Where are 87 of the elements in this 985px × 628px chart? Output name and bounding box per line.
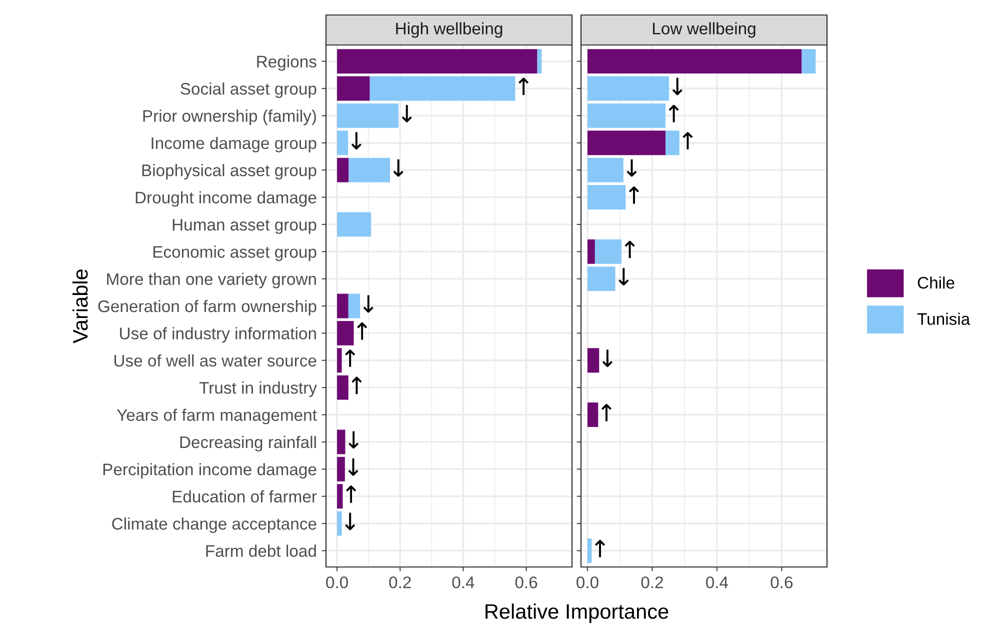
annotation: ↑ <box>357 322 368 340</box>
annotation: ↓ <box>393 159 404 177</box>
annotation: ↑ <box>624 240 635 258</box>
annotation: ↑ <box>668 104 679 122</box>
bar <box>587 103 666 128</box>
annotation: ↓ <box>602 350 612 367</box>
y-tick-label: Education of farmer <box>172 490 317 503</box>
y-tick-label: Economic asset group <box>153 246 316 262</box>
annotation: ↓ <box>618 268 629 286</box>
bar <box>587 266 616 292</box>
bar <box>337 130 348 156</box>
bar <box>802 49 816 74</box>
y-tick-label: Human asset group <box>172 219 316 234</box>
annotation: ↓ <box>348 431 359 449</box>
bar <box>587 348 600 373</box>
bar <box>348 294 360 318</box>
y-tick-label: Regions <box>257 55 316 71</box>
annotation: ↑ <box>594 540 606 558</box>
bar <box>337 511 342 536</box>
x-tick-label: 0.6 <box>770 576 793 588</box>
legend-label: Tunisia <box>917 312 970 325</box>
bar <box>587 158 624 182</box>
y-tick-label: Social asset group <box>180 82 316 98</box>
bar <box>348 158 390 182</box>
bar <box>337 212 372 237</box>
annotation: ↓ <box>402 104 412 122</box>
x-tick-label: 0.4 <box>706 576 728 588</box>
x-tick-label: 0.0 <box>576 576 598 588</box>
annotation: ↑ <box>352 376 362 394</box>
annotation: ↓ <box>345 512 356 530</box>
bar <box>337 103 399 128</box>
bar <box>337 49 538 74</box>
bar <box>337 456 345 482</box>
bar <box>337 348 342 373</box>
annotation: ↓ <box>363 295 374 313</box>
y-tick-label: Biophysical asset group <box>142 164 316 180</box>
x-tick-label: 0.0 <box>326 576 348 588</box>
bar <box>665 130 680 156</box>
x-axis-title: Relative Importance <box>486 604 668 623</box>
bar <box>587 538 592 563</box>
y-tick-label: Climate change acceptance <box>112 517 316 533</box>
bar <box>337 430 346 454</box>
y-tick-label: Farm debt load <box>206 544 316 557</box>
y-tick-label: Use of industry information <box>120 327 316 343</box>
y-tick-label: More than one variety grown <box>107 272 316 288</box>
bar <box>587 49 802 74</box>
annotation: ↑ <box>518 78 529 96</box>
y-axis-title: Variable <box>72 269 88 344</box>
y-tick-label: Years of farm management <box>116 408 317 424</box>
annotation: ↓ <box>672 78 682 96</box>
annotation: ↓ <box>348 458 358 476</box>
y-tick-label: Income damage group <box>152 136 316 152</box>
annotation: ↓ <box>351 132 362 150</box>
x-tick-label: 0.2 <box>641 576 663 588</box>
y-tick-label: Generation of farm ownership <box>98 300 316 316</box>
bar <box>337 320 354 346</box>
y-tick-label: Prior ownership (family) <box>143 110 316 126</box>
bar <box>587 239 595 264</box>
bar <box>337 375 348 400</box>
bar <box>337 484 343 509</box>
x-tick-label: 0.2 <box>389 576 411 588</box>
y-tick-label: Percipitation income damage <box>103 463 316 479</box>
chart-title: Low wellbeing <box>653 22 756 38</box>
bar <box>370 76 516 101</box>
y-tick-label: Decreasing rainfall <box>180 436 316 452</box>
bar <box>337 76 370 101</box>
y-tick-label: Drought income damage <box>136 191 316 207</box>
x-tick-label: 0.4 <box>452 576 474 588</box>
annotation: ↑ <box>601 404 612 422</box>
annotation: ↑ <box>682 132 693 150</box>
chart-title: High wellbeing <box>396 22 502 38</box>
bar <box>587 185 626 210</box>
bar <box>587 130 666 156</box>
x-tick-label: 0.6 <box>515 576 538 588</box>
annotation: ↑ <box>628 186 640 204</box>
bar <box>337 294 348 318</box>
bar <box>587 402 598 427</box>
bar <box>587 76 670 101</box>
y-tick-label: Use of well as water source <box>114 354 316 367</box>
bar <box>594 239 622 264</box>
annotation: ↑ <box>345 350 356 367</box>
y-tick-label: Trust in industry <box>199 382 317 398</box>
annotation: ↓ <box>626 159 637 177</box>
legend-label: Chile <box>918 276 954 289</box>
bar <box>537 49 542 74</box>
bar <box>337 158 349 182</box>
annotation: ↑ <box>346 486 356 503</box>
